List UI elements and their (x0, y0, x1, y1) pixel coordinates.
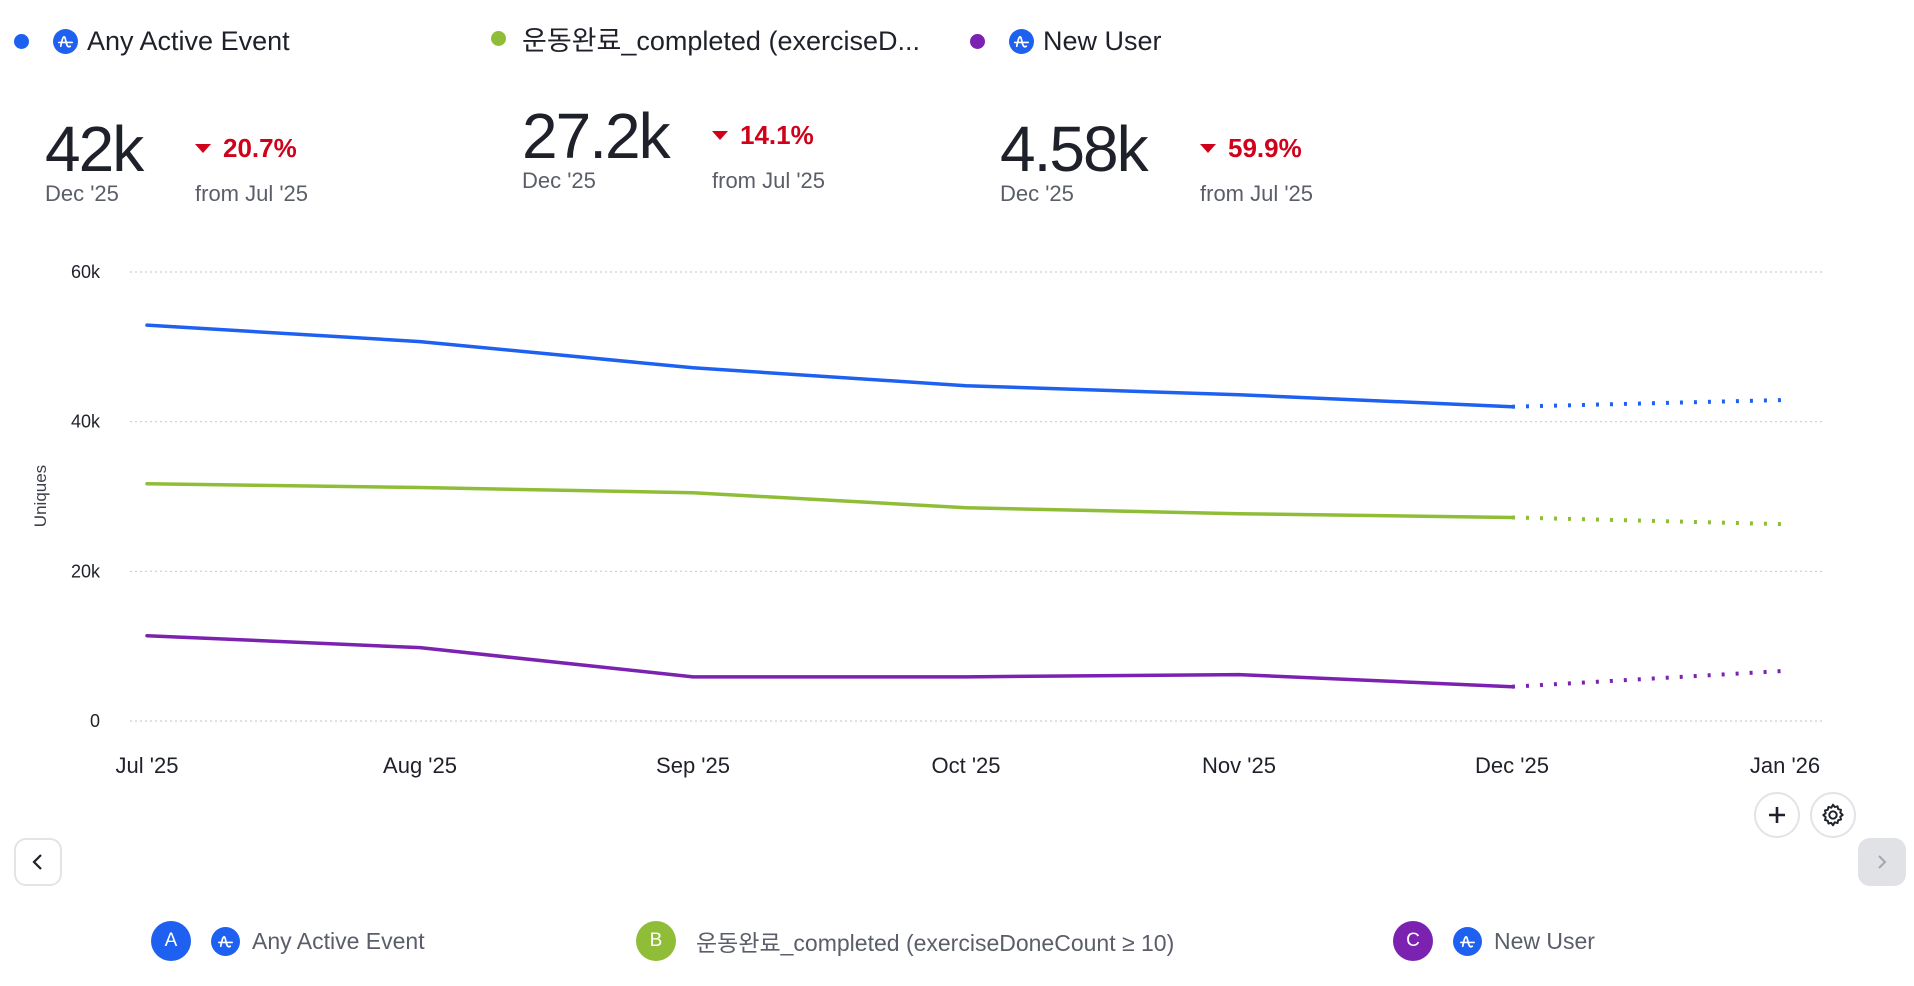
y-tick-label: 60k (71, 262, 101, 282)
y-tick-label: 20k (71, 561, 101, 581)
legend-bottom-c[interactable]: C New User (1393, 921, 1595, 961)
kpi-period: Dec '25 (1000, 181, 1074, 206)
series-b-badge: B (636, 921, 676, 961)
x-tick-label: Jan '26 (1750, 753, 1820, 778)
series-line-incomplete (1511, 668, 1786, 689)
legend-bottom-c-label: New User (1494, 927, 1595, 954)
x-tick-label: Sep '25 (656, 753, 730, 778)
add-button[interactable] (1754, 792, 1800, 838)
down-triangle-icon (1200, 144, 1216, 153)
y-tick-label: 0 (90, 711, 100, 731)
series-line-2 (145, 482, 1786, 527)
series-a-badge: A (151, 921, 191, 961)
amplitude-logo-icon (1009, 29, 1034, 54)
y-tick-label: 40k (71, 412, 101, 432)
series-c-badge: C (1393, 921, 1433, 961)
legend-bottom-b[interactable]: B 운동완료_completed (exerciseDoneCount ≥ 10… (636, 921, 1174, 961)
x-tick-label: Dec '25 (1475, 753, 1549, 778)
kpi-change-baseline: from Jul '25 (195, 181, 309, 206)
kpi-value: 42k (45, 113, 144, 185)
series-line-3 (145, 633, 1786, 689)
gear-icon (1822, 803, 1844, 827)
kpi-change: 14.1% (712, 120, 814, 151)
chevron-right-icon (1878, 855, 1887, 869)
series-line-complete (145, 482, 1514, 520)
x-tick-label: Nov '25 (1202, 753, 1276, 778)
plus-icon (1769, 807, 1785, 823)
legend-top-b[interactable]: 운동완료_completed (exerciseD... (491, 19, 920, 58)
series-b-color-dot (491, 31, 506, 46)
x-tick-label: Oct '25 (931, 753, 1000, 778)
settings-button[interactable] (1810, 792, 1856, 838)
legend-top-a[interactable]: Any Active Event (14, 26, 290, 57)
next-button[interactable] (1858, 838, 1906, 886)
series-line-complete (145, 323, 1514, 409)
amplitude-logo-icon (1453, 926, 1482, 956)
previous-button[interactable] (14, 838, 62, 886)
series-c-color-dot (970, 34, 985, 49)
kpi-change: 59.9% (1200, 133, 1302, 164)
series-line-1 (145, 323, 1786, 409)
kpi-change-value: 20.7% (223, 133, 297, 163)
legend-top-c[interactable]: New User (970, 26, 1162, 57)
kpi-value: 27.2k (522, 100, 671, 172)
legend-bottom-a-label: Any Active Event (252, 927, 425, 954)
x-tick-label: Aug '25 (383, 753, 457, 778)
kpi-change-baseline: from Jul '25 (712, 168, 826, 193)
kpi-period: Dec '25 (45, 181, 119, 206)
legend-top-b-label: 운동완료_completed (exerciseD... (522, 26, 920, 56)
kpi-change: 20.7% (195, 133, 297, 164)
y-axis-label: Uniques (31, 465, 50, 527)
x-tick-label: Jul '25 (116, 753, 179, 778)
kpi-change-baseline: from Jul '25 (1200, 181, 1314, 206)
series-line-complete (145, 633, 1514, 689)
legend-bottom-a[interactable]: A Any Active Event (151, 921, 425, 961)
legend-bottom-b-label: 운동완료_completed (exerciseDoneCount ≥ 10) (696, 930, 1175, 956)
kpi-change-value: 59.9% (1228, 133, 1302, 163)
series-line-incomplete (1511, 515, 1786, 527)
series-line-incomplete (1511, 397, 1786, 409)
kpi-period: Dec '25 (522, 168, 596, 193)
series-a-color-dot (14, 34, 29, 49)
kpi-value: 4.58k (1000, 113, 1149, 185)
kpi-change-value: 14.1% (740, 120, 814, 150)
amplitude-logo-icon (211, 926, 240, 956)
legend-top-c-label: New User (1043, 26, 1162, 56)
amplitude-logo-icon (53, 29, 78, 54)
down-triangle-icon (712, 131, 728, 140)
legend-top-a-label: Any Active Event (87, 26, 290, 56)
chevron-left-icon (32, 854, 42, 870)
down-triangle-icon (195, 144, 211, 153)
